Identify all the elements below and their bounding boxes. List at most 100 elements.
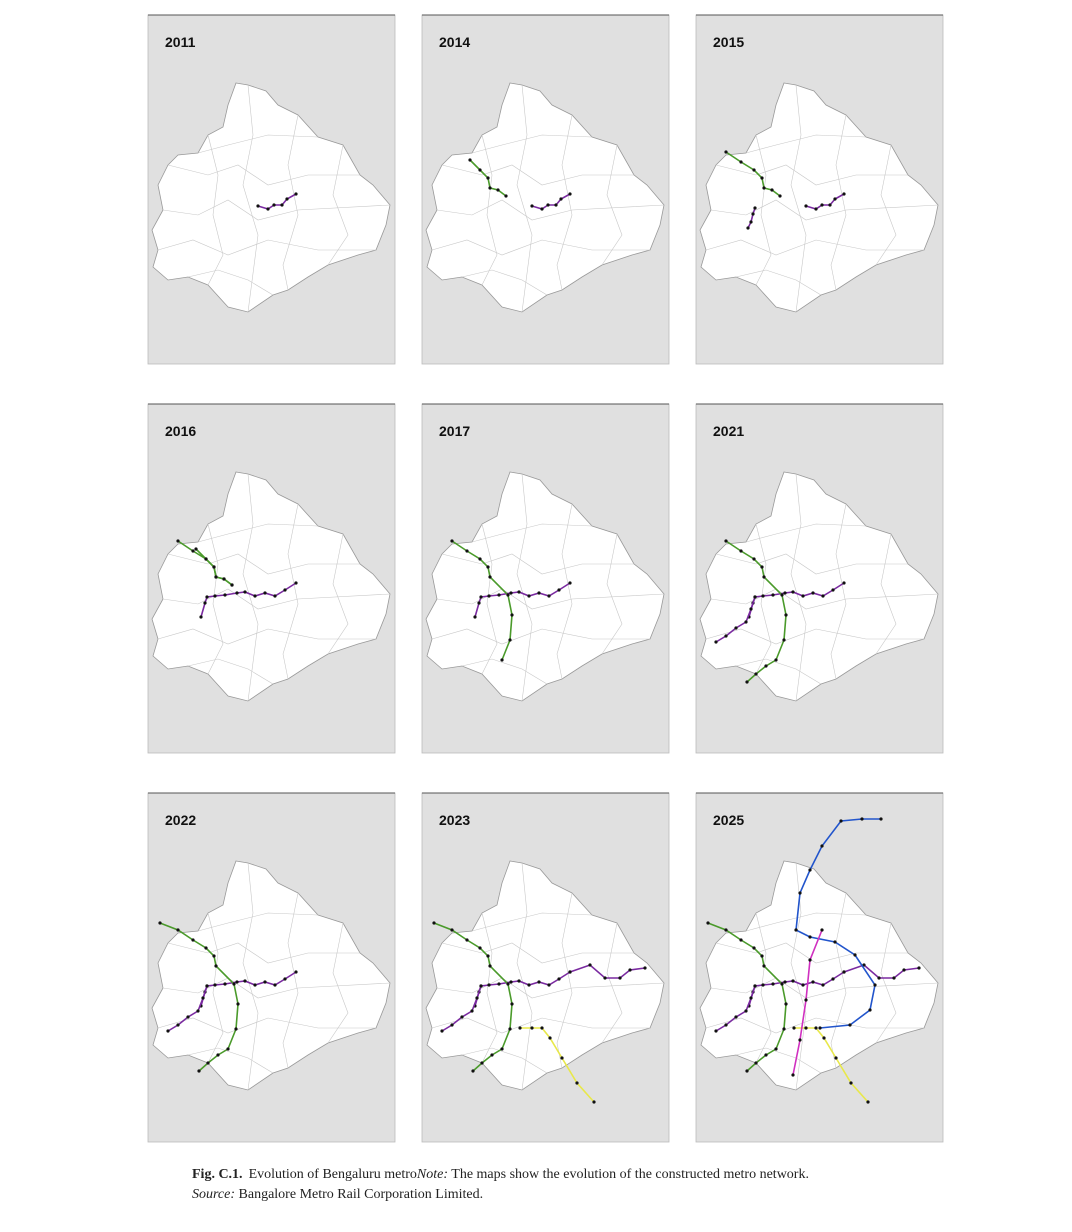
station (497, 593, 501, 597)
station (783, 980, 787, 984)
station (547, 983, 551, 987)
station (205, 595, 209, 599)
station (283, 977, 287, 981)
station (230, 583, 234, 587)
year-label: 2014 (439, 34, 470, 50)
year-label: 2015 (713, 34, 744, 50)
station (752, 168, 756, 172)
station (471, 1069, 475, 1073)
station (811, 980, 815, 984)
station (530, 204, 534, 208)
station (486, 565, 490, 569)
metro-line (257, 193, 297, 210)
station (263, 980, 267, 984)
station (821, 983, 825, 987)
station (745, 1069, 749, 1073)
station (780, 593, 784, 597)
station (213, 594, 217, 598)
station (839, 819, 843, 823)
station (739, 549, 743, 553)
station (465, 549, 469, 553)
station (792, 1026, 796, 1030)
station (480, 1061, 484, 1065)
station (234, 1027, 238, 1031)
station (540, 207, 544, 211)
station (833, 197, 837, 201)
map-panel: 2017 (421, 403, 670, 754)
station (243, 979, 247, 983)
station (749, 996, 753, 1000)
station (212, 565, 216, 569)
station (794, 928, 798, 932)
station (166, 1029, 170, 1033)
map-panel: 2016 (147, 403, 396, 754)
station (477, 601, 481, 605)
figure-label: Fig. C.1. (192, 1167, 243, 1182)
station (283, 588, 287, 592)
source-text: Bangalore Metro Rail Corporation Limited… (238, 1187, 484, 1202)
metro-line (441, 985, 482, 1032)
station (734, 626, 738, 630)
station (294, 581, 298, 585)
map-panel: 2022 (147, 792, 396, 1143)
station (554, 203, 558, 207)
station (744, 1009, 748, 1013)
map-panel: 2021 (695, 403, 944, 754)
station (508, 638, 512, 642)
station (479, 984, 483, 988)
station (902, 968, 906, 972)
station (761, 983, 765, 987)
station (243, 590, 247, 594)
map-panel: 2014 (421, 14, 670, 365)
station (440, 1029, 444, 1033)
station (212, 954, 216, 958)
note-text: The maps show the evolution of the const… (451, 1167, 809, 1182)
station (214, 575, 218, 579)
station (253, 594, 257, 598)
station (754, 672, 758, 676)
station (749, 607, 753, 611)
station (294, 192, 298, 196)
station (506, 982, 510, 986)
station (762, 964, 766, 968)
station (557, 588, 561, 592)
station (879, 817, 883, 821)
station (530, 1026, 534, 1030)
station (465, 938, 469, 942)
station (266, 207, 270, 211)
station (820, 928, 824, 932)
station (628, 968, 632, 972)
station (540, 1026, 544, 1030)
station (488, 964, 492, 968)
station (256, 204, 260, 208)
station (592, 1100, 596, 1104)
station (739, 938, 743, 942)
station (745, 680, 749, 684)
station (263, 591, 267, 595)
station (557, 977, 561, 981)
station (751, 212, 755, 216)
station (559, 197, 563, 201)
station (450, 539, 454, 543)
station (235, 591, 239, 595)
station (714, 640, 718, 644)
station (749, 220, 753, 224)
station (774, 658, 778, 662)
year-label: 2022 (165, 812, 196, 828)
map-panel: 2011 (147, 14, 396, 365)
caption: Fig. C.1. Evolution of Bengaluru metroNot… (192, 1165, 912, 1205)
station (232, 982, 236, 986)
station (158, 921, 162, 925)
station (213, 983, 217, 987)
station (518, 1026, 522, 1030)
station (199, 615, 203, 619)
map-panel: 2025 (695, 792, 944, 1143)
station (470, 1009, 474, 1013)
station (214, 964, 218, 968)
station (782, 638, 786, 642)
station (537, 980, 541, 984)
station (191, 549, 195, 553)
station (828, 203, 832, 207)
station (724, 150, 728, 154)
station (537, 591, 541, 595)
